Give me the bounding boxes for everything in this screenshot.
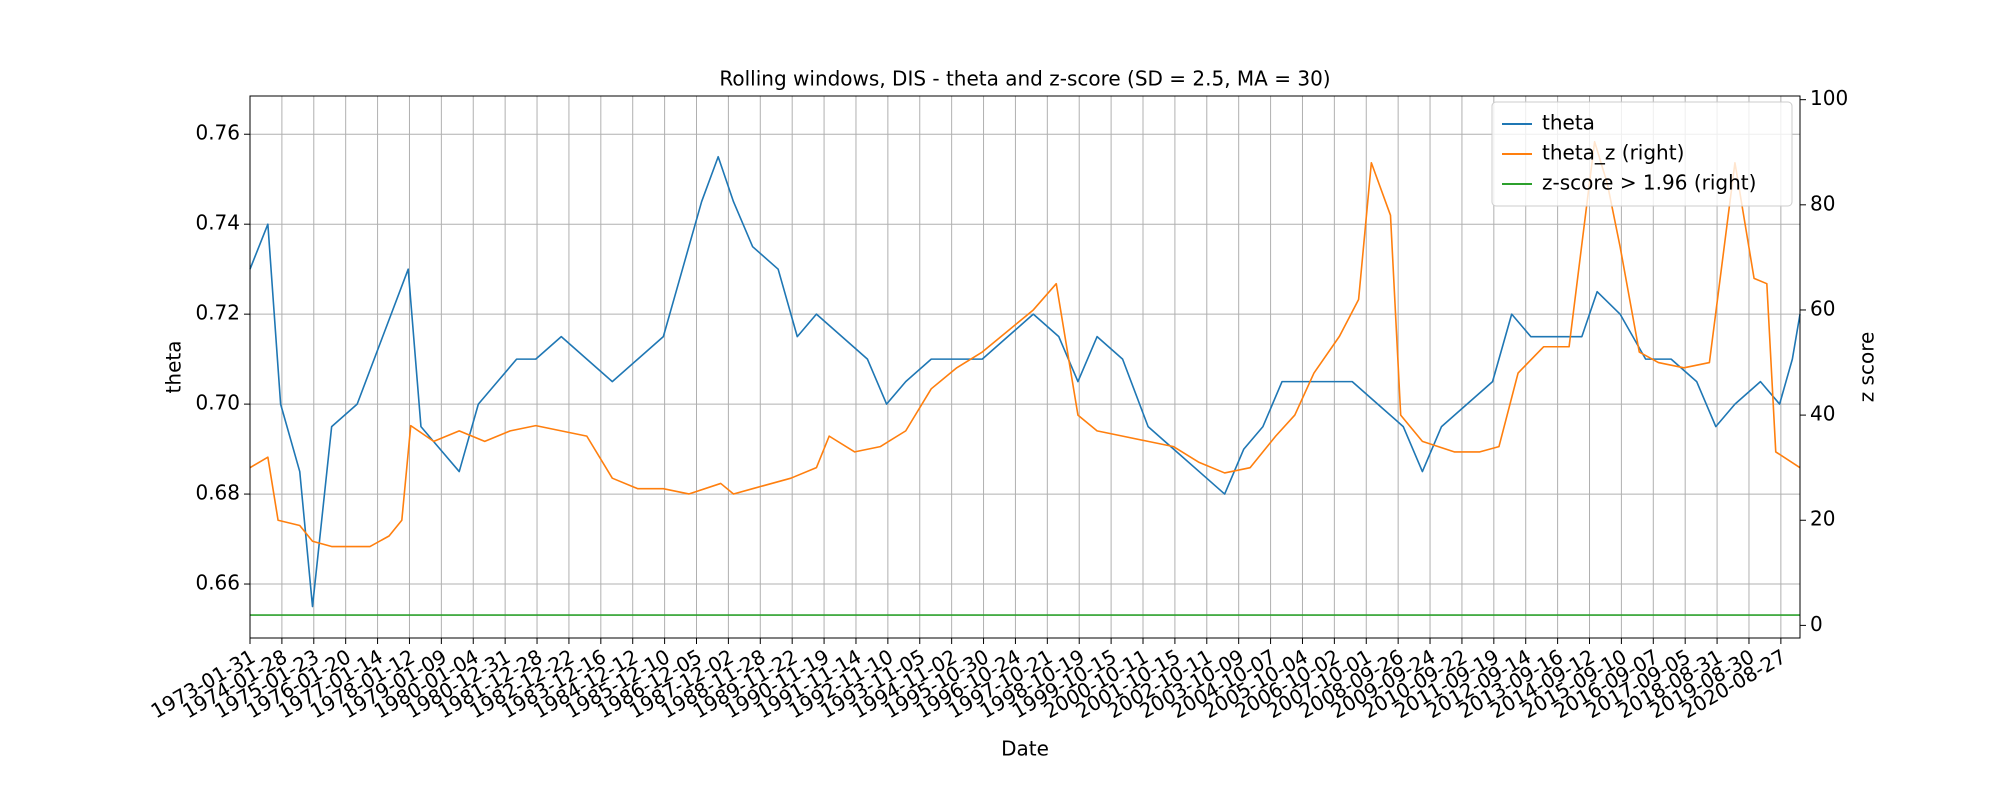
series-line (249, 140, 1801, 548)
y2-tick-label: 0 (1810, 612, 1823, 636)
legend-label: theta_z (right) (1542, 141, 1684, 165)
y-tick-label: 0.76 (195, 121, 240, 145)
y-tick-label: 0.68 (195, 481, 240, 505)
plot-frame (249, 95, 1801, 639)
y2-tick-label: 100 (1810, 86, 1848, 110)
legend-box (1491, 101, 1793, 207)
y-axis-label: theta (162, 341, 186, 394)
y2-tick-label: 80 (1810, 191, 1835, 215)
y2-tick-label: 40 (1810, 402, 1835, 426)
y-tick-label: 0.72 (195, 301, 240, 325)
y2-tick-label: 20 (1810, 507, 1835, 531)
y-tick-label: 0.70 (195, 391, 240, 415)
y2-axis-label: z score (1855, 332, 1879, 403)
x-axis-label: Date (1001, 737, 1049, 761)
series-line (249, 155, 1801, 608)
legend-label: theta (1542, 111, 1595, 135)
y-tick-label: 0.74 (195, 211, 240, 235)
chart-title: Rolling windows, DIS - theta and z-score… (719, 67, 1330, 91)
y2-tick-label: 60 (1810, 296, 1835, 320)
y-tick-label: 0.66 (195, 571, 240, 595)
legend-label: z-score > 1.96 (right) (1542, 171, 1756, 195)
